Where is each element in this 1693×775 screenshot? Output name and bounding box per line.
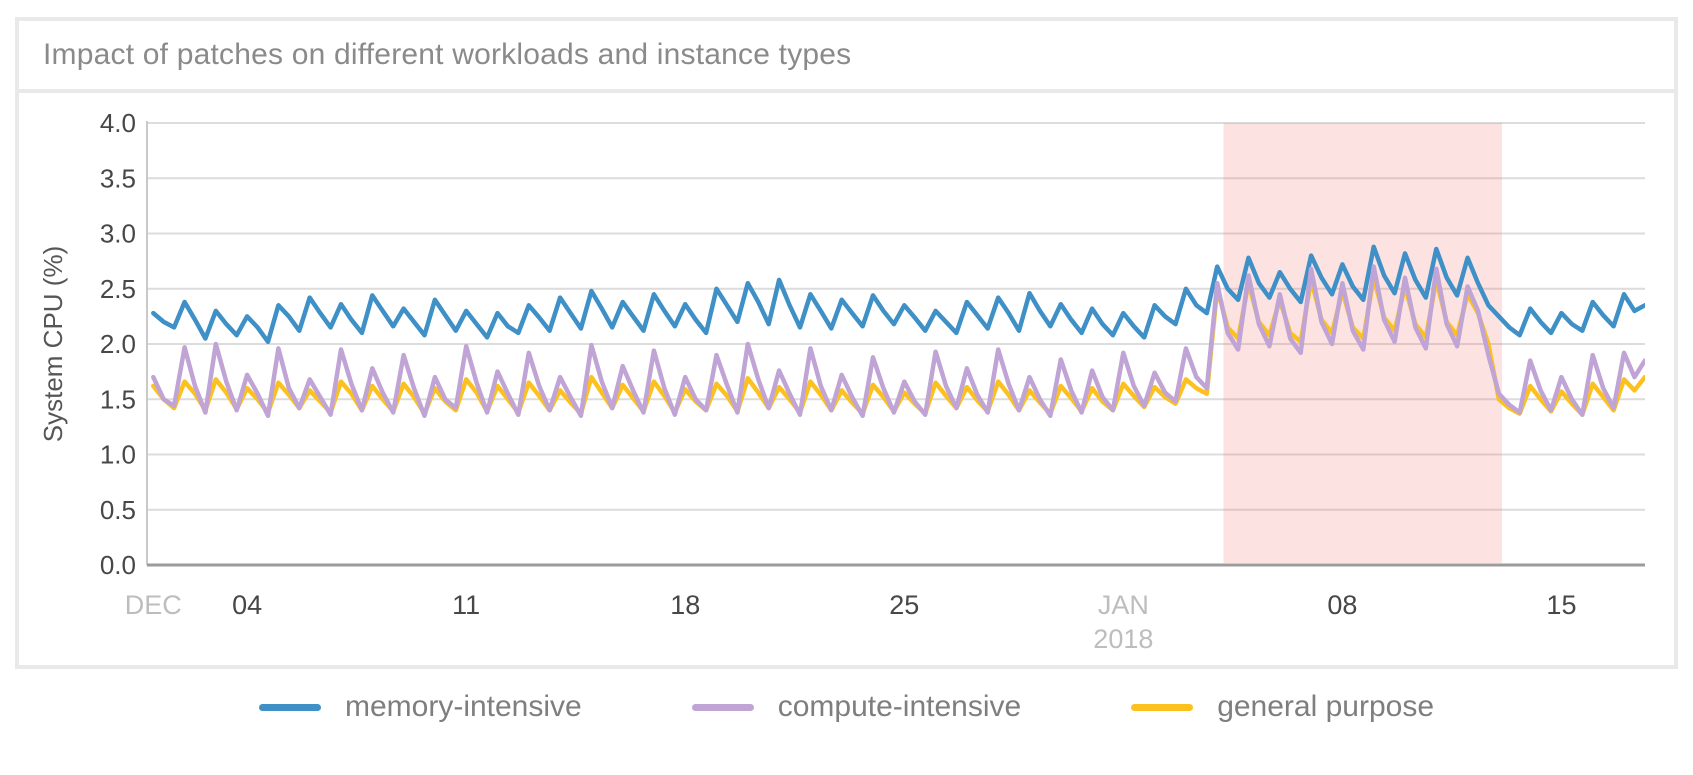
- legend-label: memory-intensive: [344, 690, 582, 723]
- y-tick-label: 1.5: [100, 384, 136, 414]
- legend-label: compute-intensive: [777, 690, 1022, 723]
- legend-item-compute-intensive: compute-intensive: [691, 690, 1022, 724]
- series-line-memory-intensive: [151, 244, 1645, 345]
- x-tick-label: 18: [670, 590, 700, 620]
- y-tick-label: 2.0: [100, 329, 136, 359]
- x-tick-label: DEC: [125, 590, 182, 620]
- y-axis-title: System CPU (%): [38, 246, 68, 442]
- x-tick-label: 08: [1327, 590, 1357, 620]
- x-tick-label: 04: [232, 590, 262, 620]
- series-line-compute-intensive: [151, 264, 1645, 419]
- chart-title: Impact of patches on different workloads…: [43, 38, 852, 71]
- legend-swatch: [1131, 703, 1194, 711]
- y-tick-label: 3.5: [100, 163, 136, 193]
- x-tick-label: 15: [1546, 590, 1576, 620]
- legend-item-memory-intensive: memory-intensive: [258, 690, 582, 724]
- legend-item-general-purpose: general purpose: [1131, 690, 1434, 724]
- chart-title-bar: Impact of patches on different workloads…: [15, 17, 1678, 93]
- x-tick-label: 11: [452, 590, 480, 620]
- legend-label: general purpose: [1217, 690, 1435, 723]
- y-tick-label: 0.5: [100, 495, 136, 525]
- legend: memory-intensive compute-intensive general…: [0, 690, 1693, 724]
- x-tick-label: JAN: [1098, 590, 1149, 620]
- y-tick-label: 2.5: [100, 274, 136, 304]
- y-tick-label: 4.0: [100, 108, 136, 138]
- y-tick-label: 3.0: [100, 219, 136, 249]
- x-tick-label: 25: [889, 590, 919, 620]
- legend-swatch: [691, 703, 754, 711]
- y-tick-label: 0.0: [100, 550, 136, 580]
- chart-panel: [15, 89, 1678, 669]
- x-tick-sublabel: 2018: [1093, 624, 1153, 654]
- y-tick-label: 1.0: [100, 440, 136, 470]
- legend-swatch: [258, 703, 321, 711]
